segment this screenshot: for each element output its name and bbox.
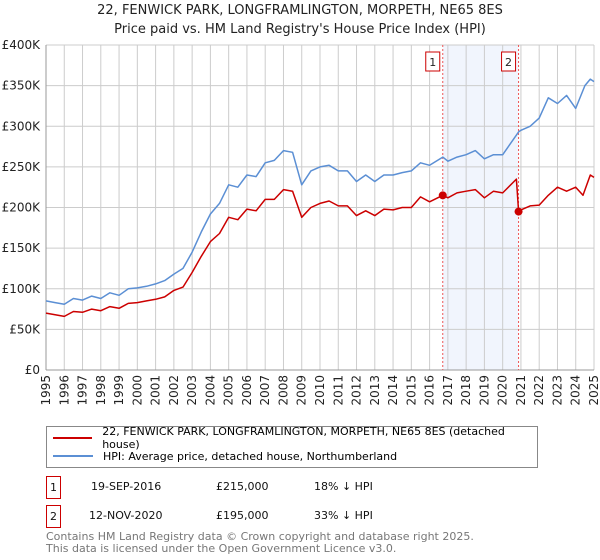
- hpi-line: [45, 78, 595, 305]
- x-tick-label: 2018: [459, 375, 473, 406]
- legend-item-hpi: HPI: Average price, detached house, Nort…: [53, 448, 397, 464]
- sale-hpi-diff: 33% ↓ HPI: [314, 509, 373, 522]
- sale-badge: 1: [46, 476, 61, 499]
- legend-item-property: 22, FENWICK PARK, LONGFRAMLINGTON, MORPE…: [53, 425, 537, 451]
- sale-label-1: 1: [429, 56, 436, 69]
- x-tick-label: 1999: [112, 375, 126, 406]
- x-tick-label: 2002: [167, 375, 181, 406]
- y-tick-label: £350K: [2, 79, 42, 93]
- x-tick-label: 2014: [386, 375, 400, 406]
- x-tick-label: 2023: [550, 375, 564, 406]
- sale-price: £215,000: [216, 480, 269, 493]
- sale-badge: 2: [46, 505, 61, 528]
- x-tick-label: 2006: [240, 375, 254, 406]
- x-tick-label: 1996: [57, 375, 71, 406]
- sale-hpi-diff: 18% ↓ HPI: [314, 480, 373, 493]
- y-tick-label: £0: [25, 363, 40, 377]
- sale-point-2: [514, 207, 523, 216]
- legend-label: 22, FENWICK PARK, LONGFRAMLINGTON, MORPE…: [102, 425, 505, 451]
- legend-swatch-blue: [53, 455, 93, 457]
- y-tick-label: £300K: [2, 119, 42, 133]
- x-tick-label: 2001: [149, 375, 163, 406]
- x-tick-label: 2008: [276, 375, 290, 406]
- sale-row-1: 1 19-SEP-2016 £215,000 18% ↓ HPI: [46, 476, 446, 500]
- x-tick-label: 1998: [94, 375, 108, 406]
- x-tick-label: 2022: [532, 375, 546, 406]
- x-tick-label: 2003: [185, 375, 199, 406]
- x-tick-label: 1995: [39, 375, 53, 406]
- chart-title: 22, FENWICK PARK, LONGFRAMLINGTON, MORPE…: [97, 3, 503, 18]
- x-tick-label: 2019: [477, 375, 491, 406]
- legend: 22, FENWICK PARK, LONGFRAMLINGTON, MORPE…: [46, 425, 538, 468]
- x-tick-label: 2005: [222, 375, 236, 406]
- x-tick-label: 2004: [203, 375, 217, 406]
- sale-date: 12-NOV-2020: [89, 509, 163, 522]
- x-tick-label: 2021: [514, 375, 528, 406]
- x-tick-label: 2012: [350, 375, 364, 406]
- x-tick-label: 2016: [423, 375, 437, 406]
- legend-swatch-red: [53, 437, 93, 439]
- y-tick-label: £50K: [9, 322, 41, 336]
- sale-date: 19-SEP-2016: [91, 480, 162, 493]
- footer-licence: This data is licensed under the Open Gov…: [46, 542, 397, 555]
- y-tick-label: £200K: [2, 201, 42, 215]
- x-tick-label: 2009: [295, 375, 309, 406]
- x-tick-label: 2013: [368, 375, 382, 406]
- sale-label-box-1: [425, 51, 441, 72]
- x-tick-label: 2017: [441, 375, 455, 406]
- x-tick-label: 2025: [587, 375, 600, 406]
- sale-label-2: 2: [505, 56, 512, 69]
- y-tick-label: £400K: [2, 38, 42, 52]
- x-tick-label: 1997: [76, 375, 90, 406]
- x-tick-label: 2020: [496, 375, 510, 406]
- legend-label: HPI: Average price, detached house, Nort…: [103, 449, 398, 463]
- x-tick-label: 2015: [404, 375, 418, 406]
- x-tick-label: 2007: [258, 375, 272, 406]
- sale-price: £195,000: [216, 509, 269, 522]
- x-tick-label: 2010: [313, 375, 327, 406]
- x-tick-label: 2011: [331, 375, 345, 406]
- sale-label-box-2: [501, 51, 517, 72]
- chart-subtitle: Price paid vs. HM Land Registry's House …: [114, 22, 486, 37]
- y-tick-label: £250K: [2, 160, 42, 174]
- footer-copyright: Contains HM Land Registry data © Crown c…: [46, 530, 474, 543]
- price-chart: £0 £50K £100K £150K £200K £250K £300K £350K £400…: [2, 38, 600, 406]
- property-price-line: [45, 174, 595, 318]
- sale-row-2: 2 12-NOV-2020 £195,000 33% ↓ HPI: [46, 505, 446, 529]
- y-tick-label: £150K: [2, 241, 42, 255]
- sale-point-1: [438, 191, 447, 200]
- y-tick-label: £100K: [2, 282, 42, 296]
- x-tick-label: 2000: [130, 375, 144, 406]
- x-tick-label: 2024: [569, 375, 583, 406]
